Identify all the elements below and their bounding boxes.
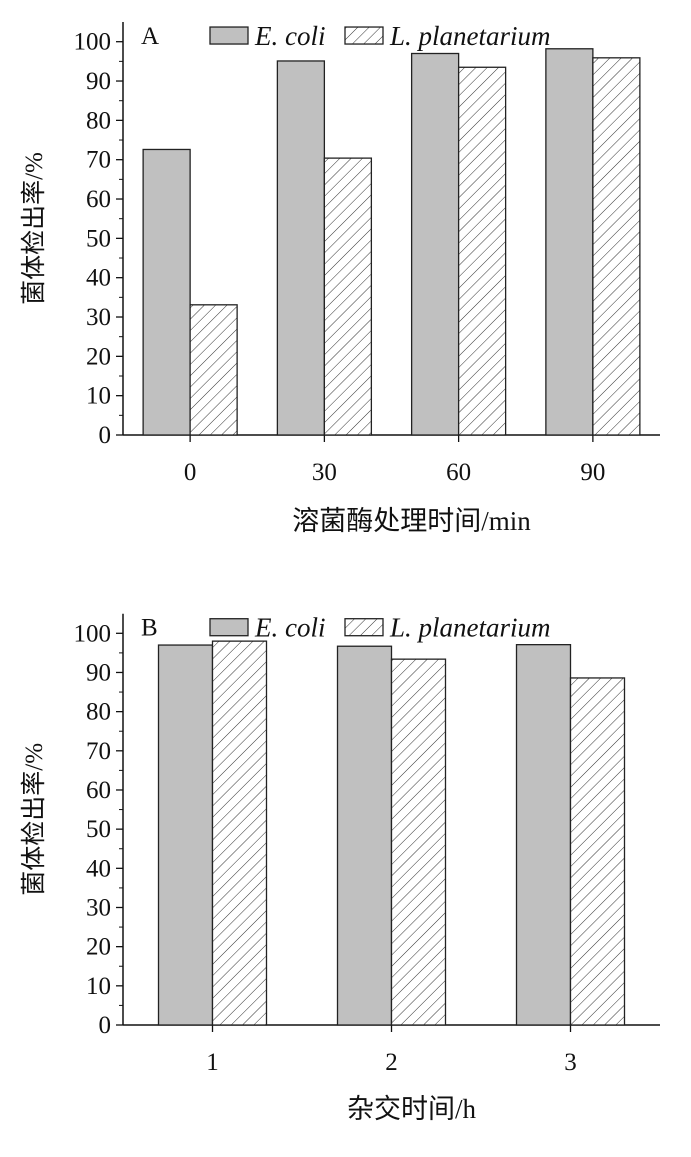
y-tick-label: 80 — [86, 699, 111, 726]
legend-swatch — [209, 26, 249, 45]
x-tick-label: 90 — [580, 459, 605, 486]
y-tick-label: 60 — [86, 777, 111, 804]
legend-label: L. planetarium — [389, 21, 551, 51]
y-tick-label: 70 — [86, 738, 111, 765]
y-axis-label: 菌体检出率/% — [20, 743, 48, 896]
bar-e-coli — [142, 148, 191, 436]
x-tick-label: 60 — [446, 459, 471, 486]
y-tick-label: 0 — [99, 1012, 112, 1039]
x-tick-label: 0 — [184, 459, 197, 486]
x-tick-label: 3 — [564, 1049, 577, 1076]
bar-l-planetarium — [457, 66, 507, 436]
y-tick-label: 70 — [86, 147, 111, 174]
legend-swatch — [344, 618, 384, 637]
legend-label: L. planetarium — [389, 613, 551, 643]
y-tick-label: 0 — [99, 422, 112, 449]
bar-l-planetarium — [592, 57, 641, 436]
legend-label: E. coli — [254, 21, 325, 51]
y-tick-label: 80 — [86, 107, 111, 134]
bar-e-coli — [410, 52, 460, 436]
bar-l-planetarium — [569, 677, 626, 1026]
chart-panel-b: 0 10 20 30 40 50 60 70 80 90 100 菌体检出率/% B 1 2 3 杂交时间/h E… — [20, 613, 660, 1124]
legend-swatch — [209, 618, 249, 637]
y-tick-label: 10 — [86, 383, 111, 410]
x-axis-label: 杂交时间/h — [347, 1094, 477, 1124]
y-tick-label: 50 — [86, 816, 111, 843]
legend-swatch — [344, 26, 384, 45]
y-tick-label: 40 — [86, 265, 111, 292]
bar-l-planetarium — [390, 658, 447, 1026]
legend-label: E. coli — [254, 613, 325, 643]
bar-l-planetarium — [323, 157, 373, 436]
bar-l-planetarium — [189, 304, 238, 436]
panel-label: B — [141, 615, 158, 642]
y-tick-label: 50 — [86, 225, 111, 252]
y-tick-label: 10 — [86, 973, 111, 1000]
bar-e-coli — [276, 60, 326, 436]
bar-l-planetarium — [211, 640, 268, 1026]
chart-panel-a: 0 10 20 30 40 50 60 70 80 90 100 菌体检出率/% A 0 30 60 90 溶菌酶… — [20, 21, 660, 536]
x-axis-label: 溶菌酶处理时间/min — [292, 506, 531, 536]
y-tick-label: 20 — [86, 343, 111, 370]
x-tick-label: 30 — [312, 459, 337, 486]
y-tick-label: 20 — [86, 934, 111, 961]
y-tick-label: 40 — [86, 855, 111, 882]
y-tick-label: 30 — [86, 304, 111, 331]
y-tick-label: 90 — [86, 659, 111, 686]
x-tick-label: 1 — [206, 1049, 219, 1076]
y-tick-label: 30 — [86, 894, 111, 921]
y-tick-label: 90 — [86, 68, 111, 95]
bar-e-coli — [545, 48, 594, 436]
y-tick-label: 100 — [74, 620, 112, 647]
y-axis-label: 菌体检出率/% — [20, 152, 48, 305]
bar-e-coli — [336, 645, 393, 1026]
y-tick-label: 100 — [74, 29, 112, 56]
bar-e-coli — [515, 644, 572, 1026]
panel-label: A — [141, 23, 159, 50]
bar-e-coli — [157, 644, 214, 1026]
y-tick-label: 60 — [86, 186, 111, 213]
x-tick-label: 2 — [385, 1049, 398, 1076]
